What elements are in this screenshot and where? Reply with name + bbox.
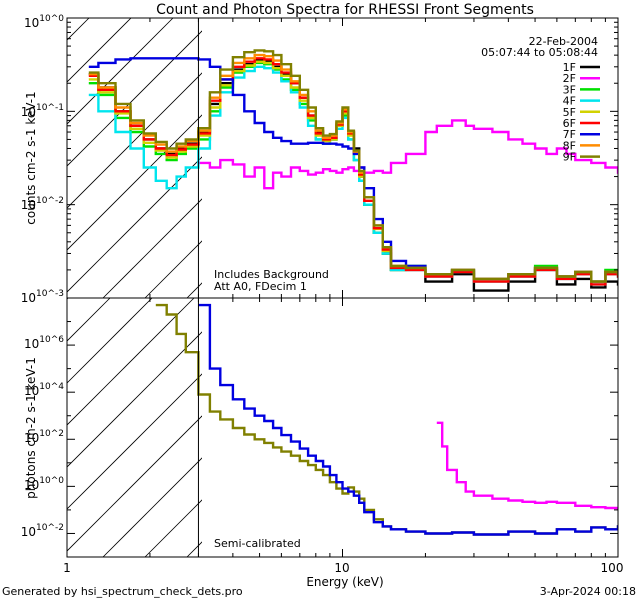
hatch-line: [397, 18, 640, 298]
footer-generator: Generated by hsi_spectrum_check_dets.pro: [2, 585, 243, 598]
hatch-line: [67, 298, 195, 426]
legend-label-6F: 6F: [563, 117, 576, 130]
threshold-hatch-top: [67, 18, 640, 298]
series-line-9F: [88, 49, 618, 283]
series-line-7F: [198, 303, 618, 536]
top-panel-frame: [66, 17, 619, 299]
series-line-common: [155, 303, 618, 536]
series-line-1F: [88, 59, 618, 292]
hatch-line: [439, 298, 640, 557]
series-line-8F: [88, 53, 618, 283]
legend-label-8F: 8F: [563, 139, 576, 152]
x-tick-label: 10: [334, 561, 349, 575]
chart-title: Count and Photon Spectra for RHESSI Fron…: [156, 2, 534, 18]
hatch-line: [67, 415, 202, 552]
y-tick-text: 10^0: [39, 14, 64, 24]
threshold-hatch-bottom: [0, 298, 640, 557]
legend-label-4F: 4F: [563, 95, 576, 108]
hatch-line: [186, 541, 202, 557]
date-label: 22-Feb-2004: [529, 35, 598, 48]
hatch-line: [355, 18, 635, 298]
series-line-3F: [88, 61, 618, 283]
hatch-line: [271, 18, 551, 298]
hatch-line: [67, 18, 174, 125]
bottom-panel-series: [155, 303, 618, 536]
hatch-line: [102, 457, 202, 557]
hatch-line: [186, 282, 202, 298]
hatch-line: [67, 373, 202, 510]
series-line-2F: [436, 421, 618, 511]
legend-label-5F: 5F: [563, 106, 576, 119]
hatch-line: [144, 499, 202, 557]
hatch-line: [397, 298, 640, 557]
hatch-line: [355, 298, 614, 557]
annotation-attenuator: Att A0, FDecim 1: [214, 280, 307, 293]
annotation-semi-calibrated: Semi-calibrated: [214, 537, 301, 550]
axis-ticks: [66, 17, 618, 558]
hatch-line: [102, 198, 202, 298]
hatch-line: [67, 30, 202, 167]
y-tick-text: 10^2: [39, 429, 64, 439]
series-line-2F: [198, 119, 618, 190]
y-tick-label: 1010^6: [24, 335, 64, 351]
time-range-label: 05:07:44 to 05:08:44: [481, 46, 598, 59]
x-tick-label: 1: [63, 561, 71, 575]
y-tick-text: 10^6: [39, 335, 64, 345]
top-panel-series: [88, 49, 618, 292]
series-line-4F: [88, 65, 618, 286]
hatch-line: [439, 18, 640, 298]
hatch-line: [144, 240, 202, 298]
hatch-line: [0, 298, 26, 557]
hatch-line: [67, 18, 90, 41]
y-tick-text: 10^-3: [36, 289, 64, 299]
bottom-panel-frame: [66, 297, 619, 558]
y-tick-label: 1010^-3: [21, 289, 64, 305]
y-tick-text: 10^-1: [36, 103, 64, 113]
hatch-line: [67, 156, 202, 293]
legend-label-1F: 1F: [563, 61, 576, 74]
legend-label-2F: 2F: [563, 72, 576, 85]
hatch-line: [67, 18, 132, 83]
top-y-axis-label: counts cm-2 s-1 keV-1: [24, 91, 38, 224]
y-tick-label: 1010^-2: [21, 523, 64, 539]
y-tick-text: 10^-2: [36, 523, 64, 533]
hatch-line: [67, 114, 202, 251]
legend-label-9F: 9F: [563, 151, 576, 164]
hatch-line: [67, 72, 202, 209]
hatch-line: [271, 298, 530, 557]
hatch-line: [229, 298, 488, 557]
y-tick-text: 10^0: [39, 476, 64, 486]
legend-label-7F: 7F: [563, 128, 576, 141]
hatch-line: [67, 331, 202, 468]
x-tick-label: 100: [601, 561, 624, 575]
y-tick-text: 10^-2: [36, 196, 64, 206]
x-axis-label: Energy (keV): [306, 575, 383, 589]
footer-timestamp: 3-Apr-2024 00:18: [540, 585, 636, 598]
annotation-background: Includes Background: [214, 268, 329, 281]
legend-label-3F: 3F: [563, 83, 576, 96]
bottom-y-axis-label: photons cm-2 s-1 keV-1: [24, 357, 38, 499]
y-tick-label: 1010^0: [24, 14, 64, 30]
hatch-line: [67, 298, 153, 384]
y-tick-text: 10^4: [39, 382, 64, 392]
